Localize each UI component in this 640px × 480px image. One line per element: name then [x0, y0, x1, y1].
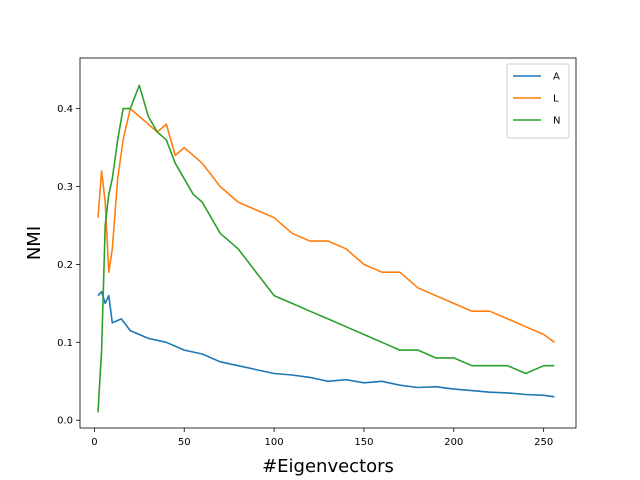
series-line-l — [97, 107, 555, 343]
series-layer — [97, 84, 555, 413]
series-line-a — [97, 290, 555, 398]
legend: ALN — [506, 63, 570, 139]
legend-label-n: N — [553, 116, 560, 127]
x-axis-ticks: 0 50 100 150 200 250 — [91, 428, 553, 448]
x-tick-label: 100 — [265, 437, 284, 448]
y-axis-title: NMI — [24, 226, 45, 260]
x-tick-label: 0 — [91, 437, 97, 448]
y-tick-label: 0.3 — [57, 182, 73, 193]
y-tick-label: 0.1 — [57, 338, 73, 349]
x-tick-label: 250 — [534, 437, 553, 448]
plot-frame — [79, 57, 577, 429]
y-tick-label: 0.2 — [57, 260, 73, 271]
x-tick-label: 200 — [444, 437, 463, 448]
x-tick-label: 150 — [354, 437, 373, 448]
legend-label-a: A — [553, 72, 560, 83]
x-tick-label: 50 — [178, 437, 191, 448]
x-axis-title: #Eigenvectors — [262, 456, 394, 477]
plot-area — [80, 58, 576, 428]
y-tick-label: 0.0 — [57, 416, 73, 427]
legend-label-l: L — [553, 94, 559, 105]
y-axis-ticks: 0.0 0.1 0.2 0.3 0.4 — [57, 104, 80, 427]
y-tick-label: 0.4 — [57, 104, 73, 115]
series-line-n — [97, 84, 555, 413]
